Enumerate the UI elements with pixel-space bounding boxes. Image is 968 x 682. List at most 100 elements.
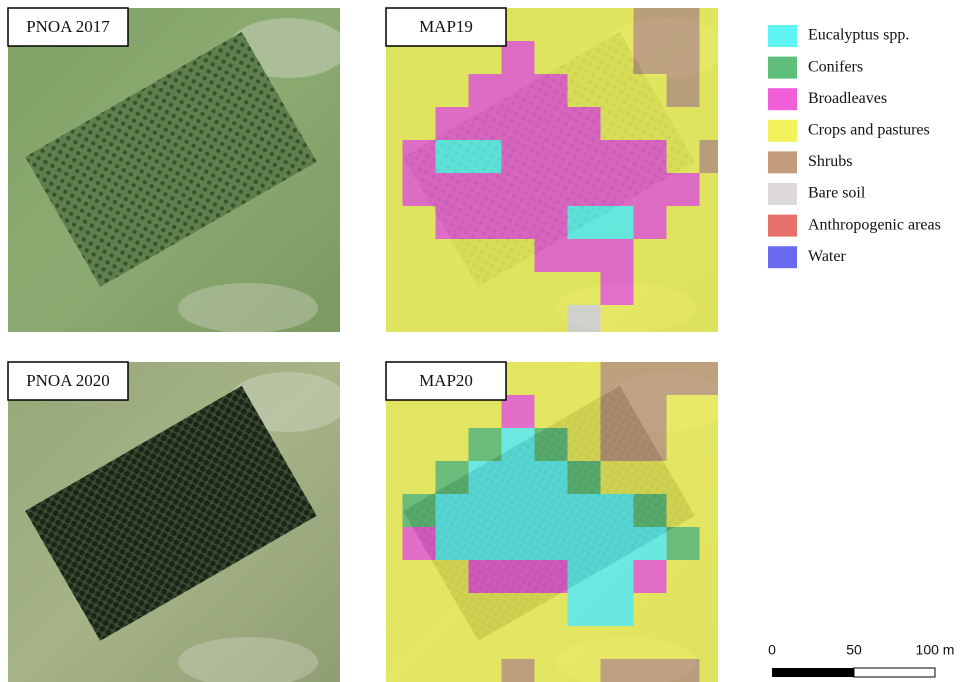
class-cell	[568, 428, 601, 461]
class-cell	[667, 560, 700, 593]
class-cell	[436, 305, 469, 338]
class-cell	[469, 74, 502, 107]
class-cell	[436, 560, 469, 593]
panel-label: MAP19	[419, 17, 473, 36]
class-cell	[667, 395, 700, 428]
class-cell	[502, 272, 535, 305]
terrain	[178, 283, 318, 333]
class-cell	[634, 305, 667, 338]
class-cell	[469, 239, 502, 272]
class-cell	[634, 173, 667, 206]
class-cell	[535, 593, 568, 626]
class-cell	[568, 659, 601, 682]
class-cell	[436, 173, 469, 206]
class-cell	[403, 206, 436, 239]
class-cell	[370, 527, 403, 560]
class-cell	[403, 428, 436, 461]
class-cell	[667, 305, 700, 338]
class-cell	[634, 239, 667, 272]
class-cell	[634, 41, 667, 74]
class-cell	[568, 362, 601, 395]
class-cell	[370, 206, 403, 239]
class-cell	[634, 461, 667, 494]
class-cell	[700, 560, 733, 593]
class-cell	[535, 272, 568, 305]
class-cell	[667, 74, 700, 107]
class-cell	[370, 428, 403, 461]
scale-segment	[772, 668, 854, 677]
class-cell	[667, 461, 700, 494]
legend-swatch	[768, 246, 797, 268]
class-cell	[502, 626, 535, 659]
class-cell	[568, 239, 601, 272]
class-cell	[601, 626, 634, 659]
legend-label: Conifers	[808, 58, 863, 75]
class-cell	[568, 8, 601, 41]
class-cell	[535, 395, 568, 428]
class-cell	[469, 140, 502, 173]
class-cell	[601, 107, 634, 140]
class-cell	[403, 527, 436, 560]
class-cell	[370, 173, 403, 206]
class-cell	[667, 140, 700, 173]
class-cell	[667, 527, 700, 560]
class-cell	[469, 494, 502, 527]
class-cell	[403, 272, 436, 305]
scale-label: 0	[768, 642, 776, 658]
legend-label: Broadleaves	[808, 90, 887, 107]
class-cell	[700, 593, 733, 626]
class-cell	[700, 362, 733, 395]
class-cell	[601, 8, 634, 41]
legend-label: Bare soil	[808, 185, 866, 202]
scale-bar: 0 50 100 m	[768, 642, 954, 677]
class-cell	[568, 107, 601, 140]
class-cell	[535, 140, 568, 173]
class-cell	[700, 527, 733, 560]
class-cell	[700, 41, 733, 74]
class-cell	[502, 140, 535, 173]
class-cell	[535, 206, 568, 239]
class-cell	[568, 206, 601, 239]
class-cell	[403, 140, 436, 173]
class-cell	[502, 239, 535, 272]
class-cell	[700, 272, 733, 305]
class-cell	[535, 461, 568, 494]
class-cell	[601, 239, 634, 272]
class-cell	[469, 626, 502, 659]
class-cell	[469, 206, 502, 239]
class-cell	[667, 41, 700, 74]
class-cell	[403, 494, 436, 527]
scale-segment	[854, 668, 935, 677]
class-cell	[700, 659, 733, 682]
class-cell	[700, 494, 733, 527]
class-cell	[568, 395, 601, 428]
class-cell	[436, 74, 469, 107]
class-cell	[568, 305, 601, 338]
class-cell	[403, 305, 436, 338]
scale-label: 100 m	[916, 642, 955, 658]
class-cell	[436, 527, 469, 560]
class-cell	[535, 305, 568, 338]
class-cell	[601, 395, 634, 428]
class-cell	[502, 527, 535, 560]
class-cell	[700, 428, 733, 461]
class-cell	[436, 659, 469, 682]
class-cell	[700, 305, 733, 338]
class-cell	[469, 461, 502, 494]
class-cell	[469, 560, 502, 593]
class-cell	[436, 461, 469, 494]
class-cell	[700, 395, 733, 428]
class-cell	[568, 461, 601, 494]
class-cell	[667, 107, 700, 140]
legend-swatch	[768, 183, 797, 205]
scale-label: 50	[846, 642, 862, 658]
class-cell	[502, 659, 535, 682]
map-panel	[370, 8, 733, 338]
class-cell	[634, 659, 667, 682]
figure: PNOA 2017MAP19PNOA 2020MAP20 Eucalyptus …	[0, 0, 968, 682]
class-cell	[436, 140, 469, 173]
class-cell	[601, 527, 634, 560]
class-cell	[700, 173, 733, 206]
class-cell	[634, 140, 667, 173]
class-cell	[700, 107, 733, 140]
